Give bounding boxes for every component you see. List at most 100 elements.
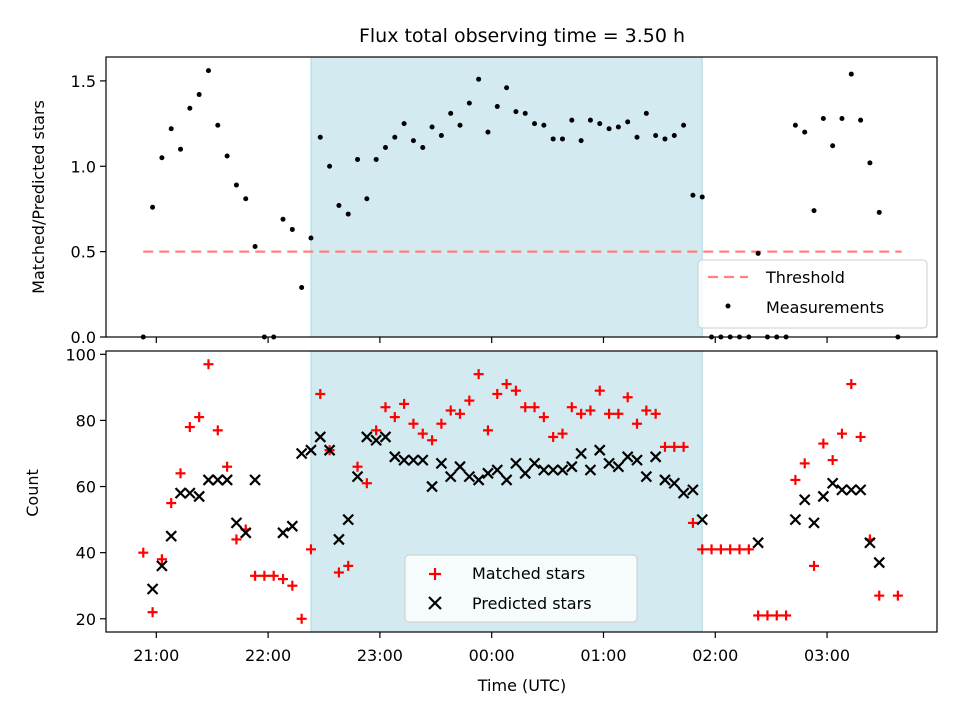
measurement-point (317, 134, 323, 140)
legend-predicted-swatch (428, 596, 442, 610)
bottom-plot-frame (105, 350, 938, 633)
measurement-point (457, 122, 463, 128)
measurement-point (187, 105, 193, 111)
predicted-star-point (361, 431, 373, 443)
measurement-point (494, 104, 500, 110)
predicted-star-point (351, 470, 364, 483)
measurement-point (252, 244, 258, 250)
matched-star-point (184, 422, 195, 433)
bottom-y-tick-label: 20 (76, 610, 96, 629)
measurement-point (615, 124, 621, 130)
matched-star-point (482, 425, 493, 436)
predicted-star-point (416, 454, 429, 466)
measurement-point (792, 122, 798, 128)
matched-star-point (510, 385, 521, 396)
top-y-ticks: 0.0 0.5 1.0 1.5 (71, 72, 106, 347)
measurement-point (336, 203, 342, 209)
measurement-point (289, 226, 295, 232)
predicted-star-point (659, 474, 671, 486)
x-tick-label: 01:00 (580, 646, 626, 665)
x-tick-label: 00:00 (469, 646, 515, 665)
matched-star-point (827, 455, 838, 466)
predicted-star-point (230, 517, 243, 529)
matched-star-point (604, 408, 615, 419)
predicted-star-point (249, 474, 261, 486)
matched-star-point (222, 461, 233, 472)
matched-star-point (855, 431, 866, 442)
predicted-star-point (752, 536, 764, 549)
predicted-star-point (547, 464, 559, 476)
measurement-point (802, 129, 808, 135)
predicted-star-point (305, 444, 317, 456)
measurement-point (150, 204, 156, 210)
predicted-star-point (379, 431, 392, 443)
predicted-star-point (519, 467, 532, 480)
predicted-star-point (165, 530, 177, 542)
measurement-point (811, 208, 817, 214)
measurement-point (755, 250, 761, 256)
measurement-point (382, 144, 388, 150)
matched-star-point (166, 498, 177, 509)
measurement-point (420, 144, 426, 150)
matched-star-point (333, 567, 344, 578)
matched-star-point (725, 544, 736, 555)
top-y-tick-label: 0.5 (71, 243, 96, 262)
predicted-star-point (836, 484, 848, 496)
predicted-star-point (156, 560, 168, 572)
matched-star-point (892, 590, 903, 601)
measurement-point (504, 85, 510, 91)
predicted-star-point (212, 474, 224, 486)
top-shaded-region (310, 56, 703, 338)
bottom-y-axis-label: Count (23, 469, 42, 517)
measurement-point (839, 115, 845, 121)
measurement-point (196, 92, 202, 98)
matched-star-point (687, 517, 698, 528)
predicted-star-point (239, 527, 252, 539)
predicted-star-point (826, 477, 839, 490)
measurement-point (876, 209, 882, 215)
predicted-star-point (193, 490, 205, 503)
matched-star-point (268, 570, 279, 581)
measurement-point (345, 211, 351, 217)
predicted-star-point (687, 484, 699, 496)
matched-star-point (706, 544, 717, 555)
predicted-star-point (342, 513, 354, 526)
matched-star-point (576, 408, 587, 419)
bottom-panel: 20 40 60 80 100 21:00 22:00 23:00 00:00 01:00 02:… (23, 345, 938, 695)
measurement-point (327, 163, 333, 169)
measurement-point (299, 284, 305, 290)
matched-star-point (781, 610, 792, 621)
measurement-point (476, 76, 482, 82)
bottom-y-tick-label: 100 (65, 345, 96, 364)
matched-star-point (380, 402, 391, 413)
predicted-star-point (454, 460, 466, 473)
matched-star-point (138, 547, 149, 558)
predicted-star-point (444, 470, 457, 483)
matched-star-point (548, 431, 559, 442)
matched-star-point (343, 560, 354, 571)
matched-star-point (846, 379, 857, 390)
matched-star-point (352, 461, 363, 472)
matched-star-point (743, 544, 754, 555)
predicted-star-point (640, 470, 653, 483)
predicted-star-point (482, 467, 494, 480)
top-y-tick-label: 0.0 (71, 328, 96, 347)
predicted-star-point (389, 451, 401, 463)
predicted-stars-series (146, 431, 886, 595)
legend-threshold-label: Threshold (765, 268, 845, 287)
matched-star-point (473, 369, 484, 380)
matched-star-point (203, 359, 214, 370)
matched-star-point (818, 438, 829, 449)
predicted-star-point (333, 533, 345, 546)
matched-star-point (501, 379, 512, 390)
matched-star-point (529, 402, 540, 413)
predicted-star-point (789, 513, 802, 526)
matched-star-point (455, 408, 466, 419)
measurement-point (205, 68, 211, 74)
matched-star-point (194, 412, 205, 423)
measurement-point (448, 110, 454, 116)
matched-star-point (399, 398, 410, 409)
predicted-star-point (584, 464, 597, 476)
predicted-star-point (873, 556, 886, 569)
bottom-legend-box (404, 554, 638, 623)
